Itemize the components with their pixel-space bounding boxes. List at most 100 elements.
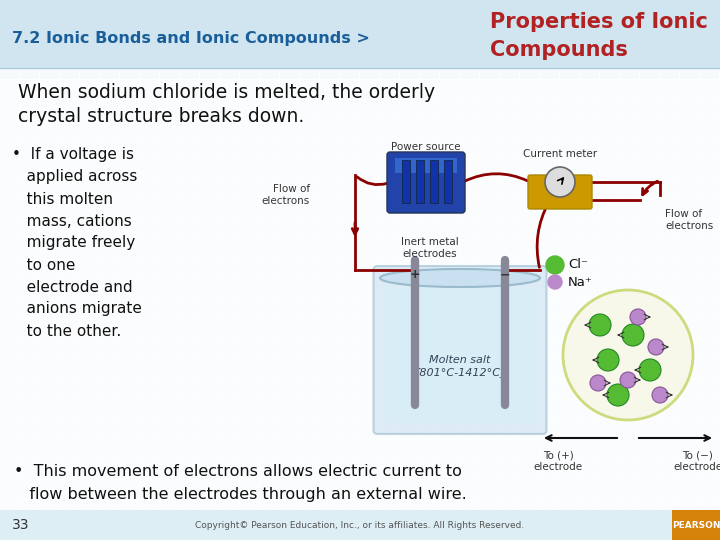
Bar [580,300,598,319]
Bar [520,180,539,199]
Bar [420,320,438,339]
Bar [80,40,99,58]
Bar [180,520,199,538]
Bar [360,280,379,299]
Bar [160,60,179,78]
Bar [200,60,218,78]
Bar [260,260,279,279]
Bar [300,360,318,379]
Bar [100,0,119,18]
Bar [280,140,299,159]
Bar [320,500,338,518]
Bar [600,500,618,518]
Bar [160,360,179,379]
Bar [140,160,158,179]
Bar [60,300,78,319]
Bar [560,40,578,58]
Bar [500,420,518,438]
Bar [620,180,639,199]
Bar [560,120,578,138]
Bar [160,160,179,179]
Bar [620,340,639,359]
Bar [400,240,418,259]
Text: To (+)
electrode: To (+) electrode [534,450,582,471]
Bar [320,240,338,259]
Bar [500,500,518,518]
Bar [340,80,359,98]
Bar [620,300,639,319]
Bar [0,380,19,399]
Bar [660,480,678,498]
Bar [660,160,678,179]
Bar [600,360,618,379]
Bar [660,240,678,259]
Text: −: − [500,268,510,281]
Bar [0,140,19,159]
Bar [60,20,78,38]
Bar [180,320,199,339]
Text: to one: to one [12,258,76,273]
Bar [520,240,539,259]
Bar [460,100,479,118]
Bar [460,80,479,98]
Bar [600,280,618,299]
Bar [100,120,119,138]
Text: Cl⁻: Cl⁻ [568,259,588,272]
Bar [0,20,19,38]
Bar [540,360,559,379]
Bar [340,20,359,38]
Bar [280,480,299,498]
Bar [340,500,359,518]
Circle shape [630,309,646,325]
Bar [640,320,659,339]
Bar [620,520,639,538]
Bar [80,200,99,219]
Bar [700,500,719,518]
Bar [540,260,559,279]
Bar [440,180,459,199]
Text: this molten: this molten [12,192,113,206]
Bar [420,500,438,518]
Bar [440,440,459,458]
Bar [40,240,58,259]
Bar [180,140,199,159]
Bar [20,440,38,458]
Circle shape [546,256,564,274]
Bar [240,440,258,458]
Bar [120,500,138,518]
Bar [420,360,438,379]
Bar [620,120,639,138]
Bar [40,80,58,98]
Bar [680,320,698,339]
Bar [600,200,618,219]
Bar [180,260,199,279]
Bar [420,0,438,18]
Bar [240,120,258,138]
Bar [20,500,38,518]
Bar [420,200,438,219]
Bar [20,20,38,38]
Bar [0,0,19,18]
Bar [280,380,299,399]
Bar [60,420,78,438]
Bar [460,40,479,58]
Bar [320,60,338,78]
Bar [600,120,618,138]
Bar [200,480,218,498]
Bar [520,20,539,38]
Bar [320,100,338,118]
Bar [420,80,438,98]
Bar [480,360,498,379]
Bar [20,400,38,418]
Bar [0,80,19,98]
Bar [100,440,119,458]
Circle shape [652,387,668,403]
Bar [300,40,318,58]
Bar [640,340,659,359]
Circle shape [545,167,575,197]
Bar [0,200,19,219]
Bar [660,500,678,518]
Bar [560,400,578,418]
Bar [400,380,418,399]
Bar [580,100,598,118]
